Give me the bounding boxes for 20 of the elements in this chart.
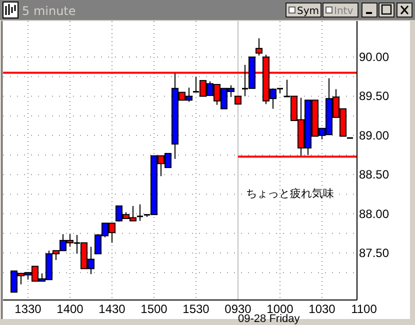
x-tick-label: 1100 [351, 302, 378, 316]
x-tick-label: 1430 [98, 302, 126, 316]
y-tick-label: 89.50 [359, 89, 390, 104]
x-tick-label: 1030 [308, 302, 336, 316]
y-tick-label: 90.00 [359, 50, 390, 64]
y-tick-label: 88.00 [359, 206, 390, 221]
toggle-button: Intv [322, 2, 358, 18]
y-tick-label: 89.00 [359, 128, 390, 142]
chart-title: 5 minute [22, 4, 76, 18]
x-tick-label: 1330 [14, 302, 42, 316]
y-tick-label: 87.50 [359, 246, 390, 260]
x-tick-label: 1400 [56, 302, 84, 316]
toggle-button: Sym [286, 2, 322, 18]
annotation: ちょっと疲れ気味 [246, 187, 334, 200]
x-tick-label: 1530 [182, 302, 210, 316]
x-tick-label: 1500 [140, 302, 168, 316]
text: 09-28 Friday [238, 313, 300, 325]
y-tick-label: 88.50 [359, 168, 390, 182]
candlestick [256, 38, 262, 56]
candlestick [137, 204, 143, 222]
